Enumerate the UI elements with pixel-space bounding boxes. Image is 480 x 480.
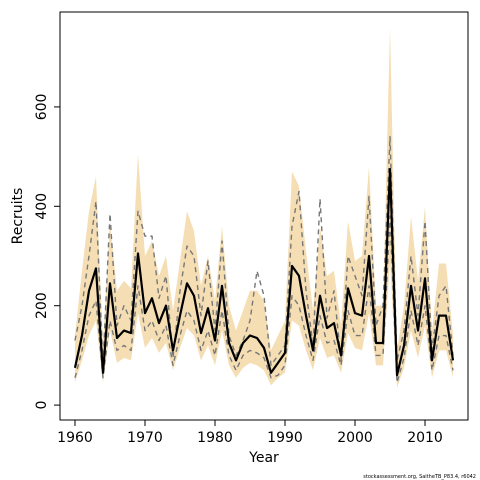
y-tick-label: 200 [34,292,50,319]
y-tick-label: 0 [34,401,50,410]
dashed-line [74,215,454,384]
footnote: stockassessment.org, SaitheTB_P83.4, r60… [363,474,476,480]
x-tick-label: 1990 [267,430,303,446]
x-tick-label: 1960 [57,430,93,446]
x-tick-label: 2010 [407,430,443,446]
y-tick-label: 600 [34,94,50,121]
x-axis-label: Year [248,450,279,466]
y-tick-label: 400 [34,193,50,220]
y-axis-label: Recruits [10,188,26,245]
plot-frame [59,11,469,421]
x-tick-label: 2000 [337,430,373,446]
dashed-line [74,136,454,367]
x-tick-label: 1970 [127,430,163,446]
x-tick-label: 1980 [197,430,233,446]
median-line [73,167,455,377]
confidence-band [74,27,454,388]
